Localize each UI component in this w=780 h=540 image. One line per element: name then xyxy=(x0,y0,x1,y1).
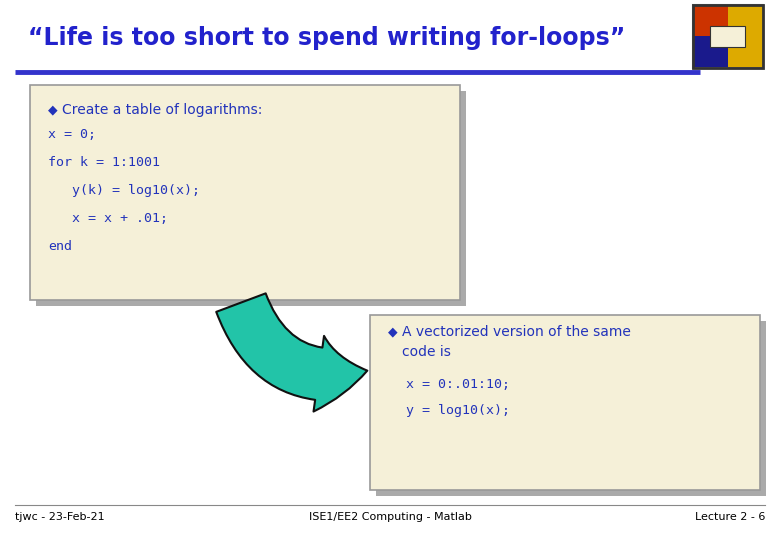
Bar xyxy=(30,85,460,300)
Bar xyxy=(728,36,763,67)
Bar xyxy=(36,91,466,306)
Bar xyxy=(728,5,763,36)
FancyArrowPatch shape xyxy=(216,293,367,411)
Bar xyxy=(693,5,763,68)
Text: x = x + .01;: x = x + .01; xyxy=(48,212,168,225)
Bar xyxy=(370,315,760,490)
Text: x = 0;: x = 0; xyxy=(48,128,96,141)
Text: Create a table of logarithms:: Create a table of logarithms: xyxy=(62,103,262,117)
Text: A vectorized version of the same
code is: A vectorized version of the same code is xyxy=(402,325,631,359)
Text: ◆: ◆ xyxy=(48,103,58,116)
Bar xyxy=(710,26,745,47)
Text: “Life is too short to spend writing for-loops”: “Life is too short to spend writing for-… xyxy=(28,26,626,50)
Bar xyxy=(376,321,766,496)
Text: ◆: ◆ xyxy=(388,325,398,338)
Text: Lecture 2 - 6: Lecture 2 - 6 xyxy=(695,512,765,522)
Bar xyxy=(693,5,728,36)
Text: for k = 1:1001: for k = 1:1001 xyxy=(48,156,160,169)
Text: ISE1/EE2 Computing - Matlab: ISE1/EE2 Computing - Matlab xyxy=(309,512,471,522)
Text: y = log10(x);: y = log10(x); xyxy=(390,404,510,417)
Text: y(k) = log10(x);: y(k) = log10(x); xyxy=(48,184,200,197)
Bar xyxy=(693,36,728,67)
Text: end: end xyxy=(48,240,72,253)
Text: x = 0:.01:10;: x = 0:.01:10; xyxy=(390,378,510,391)
Bar xyxy=(693,5,763,68)
Text: tjwc - 23-Feb-21: tjwc - 23-Feb-21 xyxy=(15,512,105,522)
